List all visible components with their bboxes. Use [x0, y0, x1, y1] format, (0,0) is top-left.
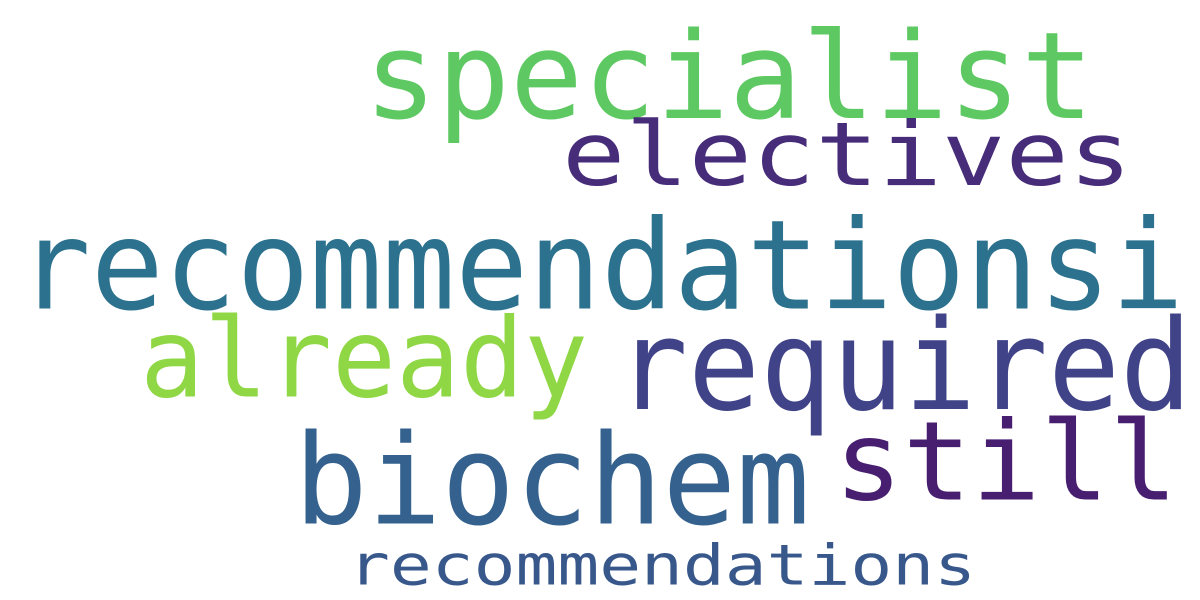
word-recommendationsi: recommendationsi — [18, 194, 1184, 338]
word-biochem: biochem — [294, 409, 810, 555]
word-already: already — [140, 295, 588, 424]
word-required: required — [616, 293, 1192, 440]
word-electives: electives — [562, 104, 1132, 208]
word-specialist: specialist — [364, 8, 1094, 148]
word-recommendations: recommendations — [348, 531, 976, 598]
word-still: still — [834, 398, 1178, 527]
